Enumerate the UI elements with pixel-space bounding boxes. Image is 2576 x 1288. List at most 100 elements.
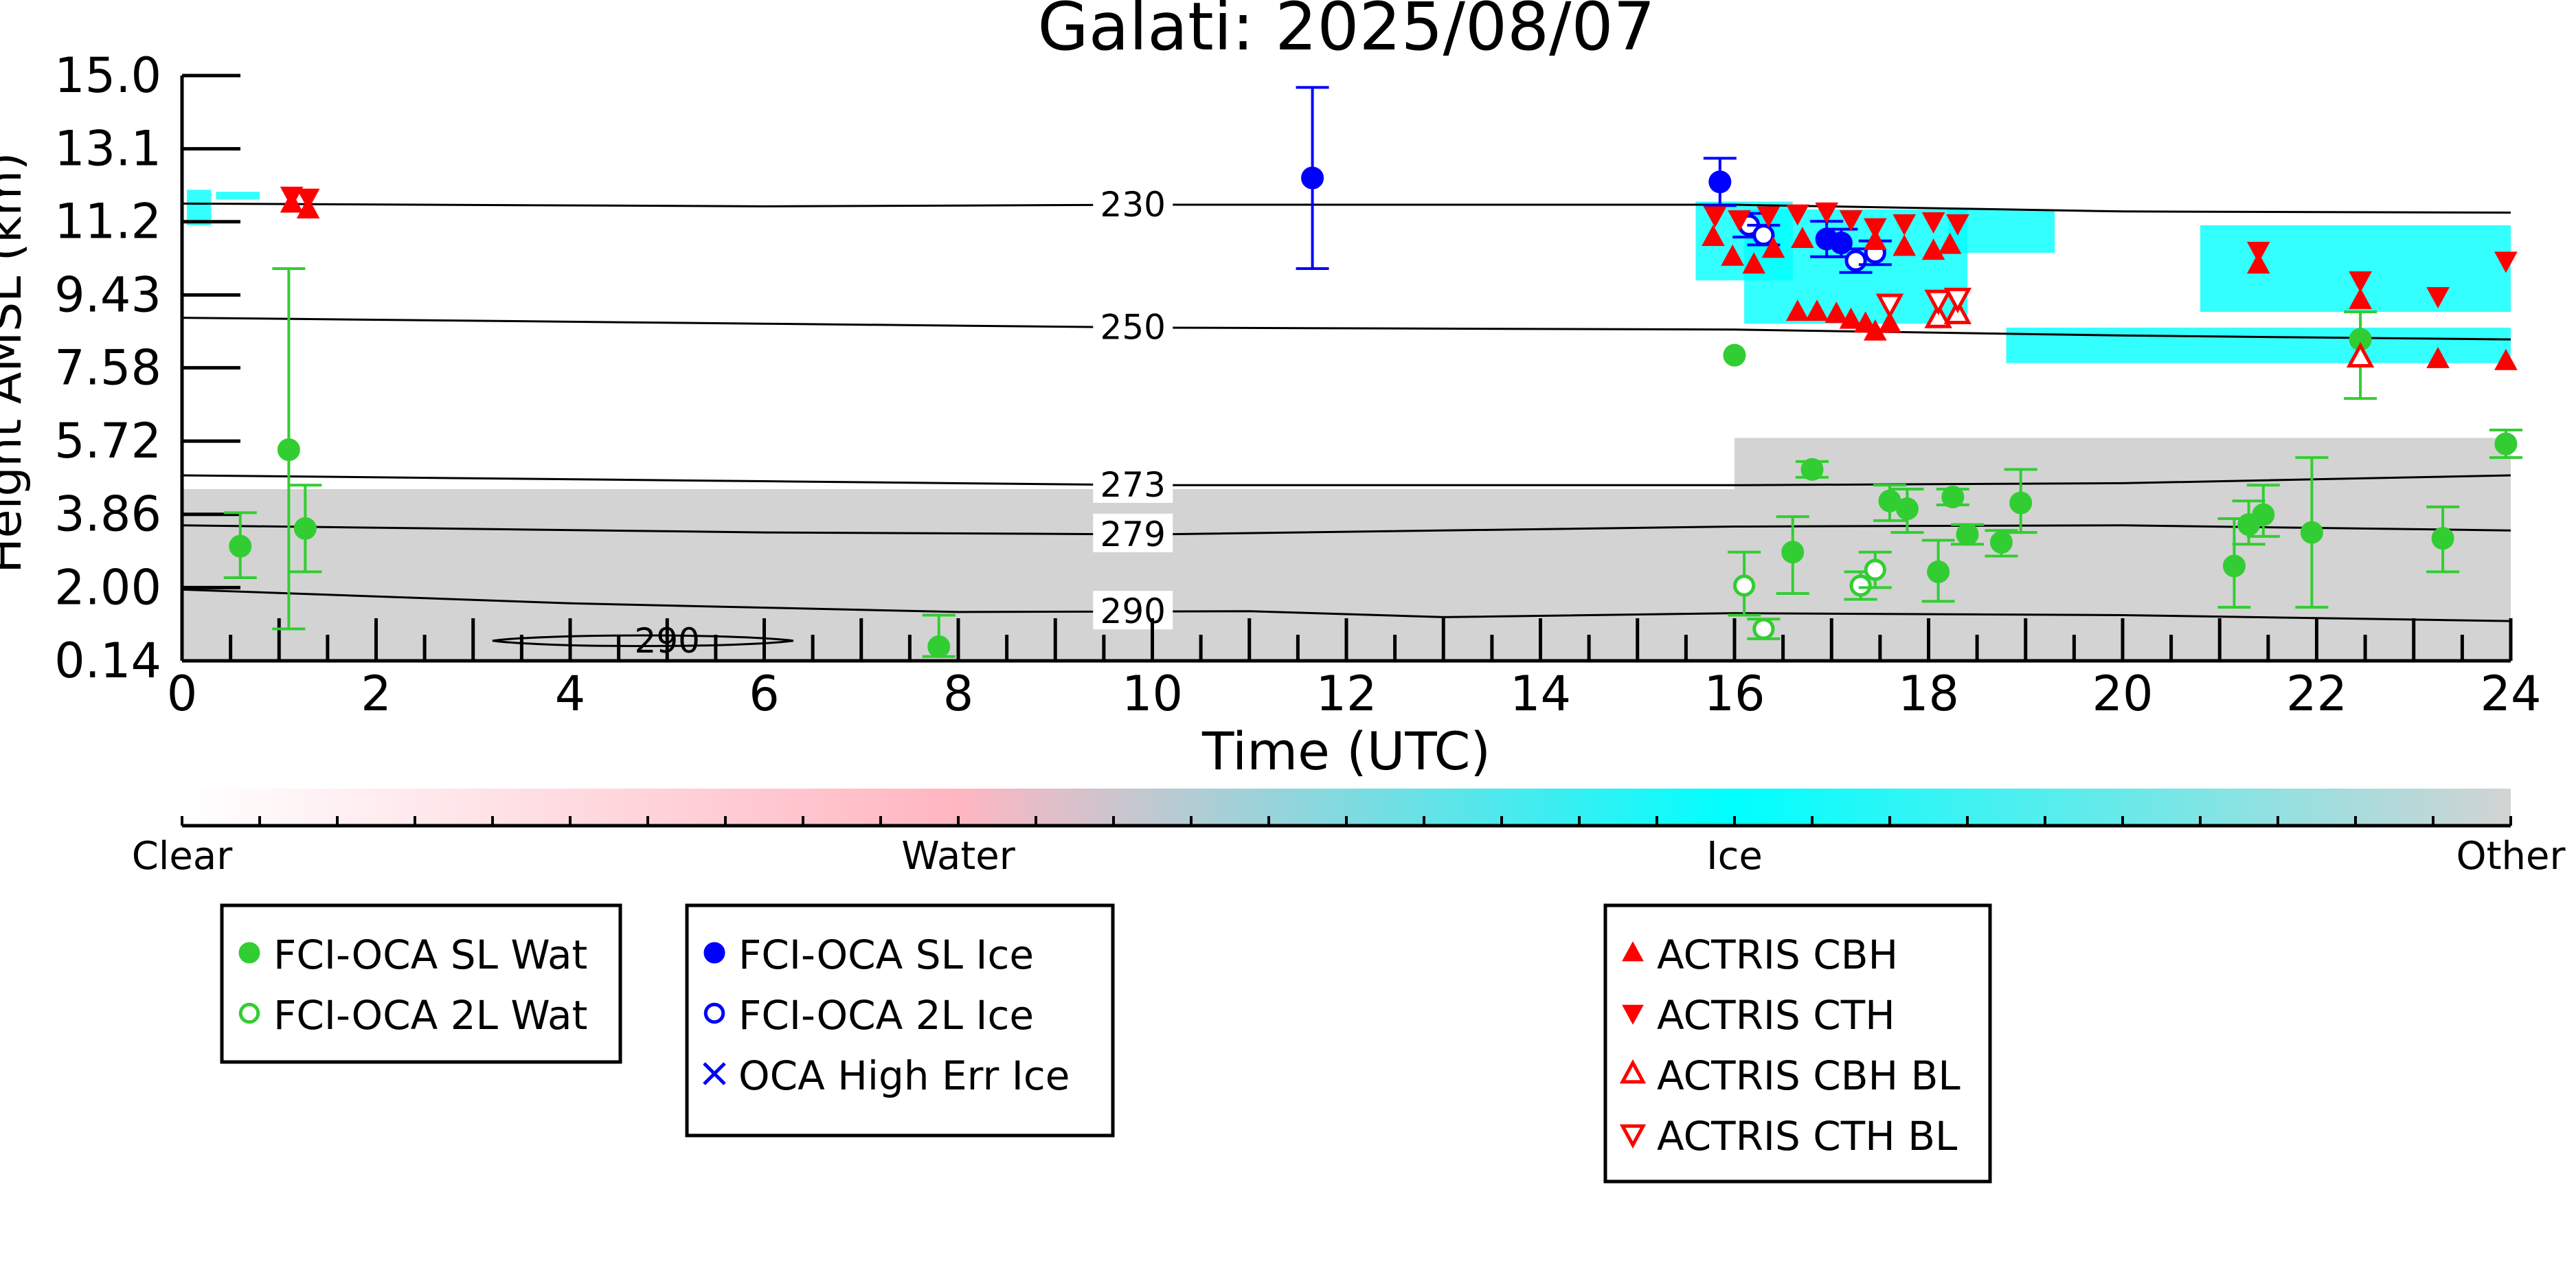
colorbar-label-ice: Ice <box>1706 834 1763 879</box>
point-fci-oca-2l-wat <box>1733 574 1756 597</box>
legend-marker-fci-oca-sl-ice <box>703 942 725 964</box>
y-tick-label: 9.43 <box>54 267 161 323</box>
point-fci-oca-2l-ice <box>1844 249 1867 272</box>
point-fci-oca-sl-wat <box>1781 541 1805 564</box>
point-actris-cbh <box>1938 232 1962 254</box>
y-tick-label: 15.0 <box>54 47 161 104</box>
point-actris-cth-bl <box>1875 293 1904 319</box>
legend-box <box>1603 903 1992 1184</box>
point-actris-cth <box>1756 206 1781 228</box>
legend-marker-fci-oca-2l-ice <box>703 1002 725 1024</box>
legend-label-actris-cth: ACTRIS CTH <box>1657 992 1895 1039</box>
legend-label-oca-high-err-ice: OCA High Err Ice <box>738 1052 1070 1099</box>
point-fci-oca-sl-wat <box>1723 343 1746 367</box>
point-fci-oca-sl-wat <box>229 534 252 558</box>
point-fci-oca-sl-ice <box>1708 170 1732 194</box>
y-tick-label: 3.86 <box>54 486 161 543</box>
point-fci-oca-2l-wat <box>1864 558 1886 581</box>
point-fci-oca-sl-wat <box>1800 457 1824 481</box>
isotherm-label-bg-273 <box>1093 464 1173 503</box>
point-actris-cbh-bl <box>2346 341 2375 368</box>
isotherm-label-bg-290 <box>1093 591 1173 630</box>
point-fci-oca-2l-ice <box>1752 224 1775 247</box>
legend-marker-fci-oca-2l-wat <box>238 1002 260 1024</box>
x-tick-label: 10 <box>1122 666 1183 722</box>
x-tick-label: 12 <box>1315 666 1377 722</box>
x-tick-label: 18 <box>1898 666 1959 722</box>
point-actris-cbh <box>1702 225 1725 247</box>
point-actris-cth <box>280 186 304 208</box>
point-actris-cth <box>1785 204 1809 226</box>
legend: FCI-OCA SL Wat FCI-OCA 2L Wat FCI-OCA SL I… <box>220 903 1992 1184</box>
point-fci-oca-sl-wat <box>2431 527 2454 550</box>
region-ice-8 <box>216 192 260 200</box>
point-actris-cbh <box>1863 228 1887 250</box>
x-tick-label: 4 <box>555 666 586 722</box>
point-actris-cbh <box>2349 287 2372 309</box>
isotherm-label-230: 230 <box>1100 185 1166 225</box>
isotherm-line-250 <box>181 317 2511 341</box>
region-ice-7 <box>187 190 212 225</box>
isotherm-line-279 <box>181 524 2511 536</box>
point-fci-oca-sl-wat <box>1927 560 1950 583</box>
point-actris-cth <box>296 188 320 210</box>
colorbar-label-other: Other <box>2456 834 2566 879</box>
point-fci-oca-sl-wat <box>277 438 300 462</box>
legend-label-fci-oca-2l-ice: FCI-OCA 2L Ice <box>738 992 1034 1039</box>
point-actris-cth <box>2494 251 2518 273</box>
legend-marker-oca-high-err-ice <box>703 1062 726 1085</box>
region-ice-5 <box>2006 327 2511 363</box>
legend-label-actris-cbh: ACTRIS CBH <box>1657 931 1898 978</box>
point-actris-cth <box>1815 202 1839 224</box>
region-other-1 <box>1735 438 2511 497</box>
point-actris-cbh <box>1878 311 1901 333</box>
y-axis-label: Height AMSL (km) <box>0 152 32 574</box>
point-actris-cth <box>1703 206 1727 228</box>
x-tick-label: 6 <box>749 666 780 722</box>
isotherm-line-230 <box>181 202 2511 214</box>
point-actris-cbh <box>1824 302 1849 323</box>
colorbar-label-clear: Clear <box>132 834 233 879</box>
x-axis-label: Time (UTC) <box>1201 721 1491 782</box>
isotherm-label-bg-250 <box>1093 306 1173 346</box>
point-actris-cbh <box>1785 300 1809 321</box>
point-fci-oca-sl-ice <box>1301 166 1324 190</box>
isotherm-label-bg-279 <box>1093 513 1173 552</box>
point-fci-oca-sl-wat <box>1895 497 1919 521</box>
isotherm-label-290: 290 <box>1100 591 1166 631</box>
point-fci-oca-sl-ice <box>1829 231 1853 255</box>
point-fci-oca-sl-wat <box>927 635 951 658</box>
point-actris-cth <box>2349 271 2372 293</box>
point-actris-cth <box>1893 214 1917 236</box>
isotherm-line-290 <box>181 588 2511 622</box>
point-actris-cth <box>2246 242 2270 263</box>
legend-box <box>220 903 622 1064</box>
point-actris-cth <box>1921 212 1945 234</box>
point-actris-cth <box>2426 286 2450 308</box>
isotherm-loop-290 <box>492 634 794 647</box>
x-tick-label: 24 <box>2480 666 2541 722</box>
point-actris-cbh <box>1839 307 1863 329</box>
point-fci-oca-sl-wat <box>2222 554 2246 578</box>
point-fci-oca-sl-wat <box>293 517 317 540</box>
legend-marker-actris-cth <box>1622 1004 1644 1025</box>
isotherm-line-273 <box>181 474 2511 486</box>
point-fci-oca-sl-wat <box>2252 503 2275 526</box>
point-actris-cth <box>1728 210 1751 232</box>
point-fci-oca-sl-wat <box>2300 521 2323 544</box>
legend-marker-actris-cth-bl <box>1619 1124 1647 1149</box>
point-actris-cbh <box>1921 238 1945 260</box>
x-tick-label: 2 <box>361 666 392 722</box>
point-actris-cth-bl <box>1924 289 1952 315</box>
point-actris-cbh <box>1761 236 1785 258</box>
isotherm-label-250: 250 <box>1100 308 1166 348</box>
legend-marker-actris-cbh <box>1622 941 1644 962</box>
y-tick-label: 5.72 <box>54 413 161 469</box>
chart-title: Galati: 2025/08/07 <box>1037 0 1655 65</box>
point-actris-cbh <box>2246 252 2270 274</box>
point-fci-oca-sl-wat <box>2494 432 2518 455</box>
x-tick-label: 14 <box>1510 666 1571 722</box>
